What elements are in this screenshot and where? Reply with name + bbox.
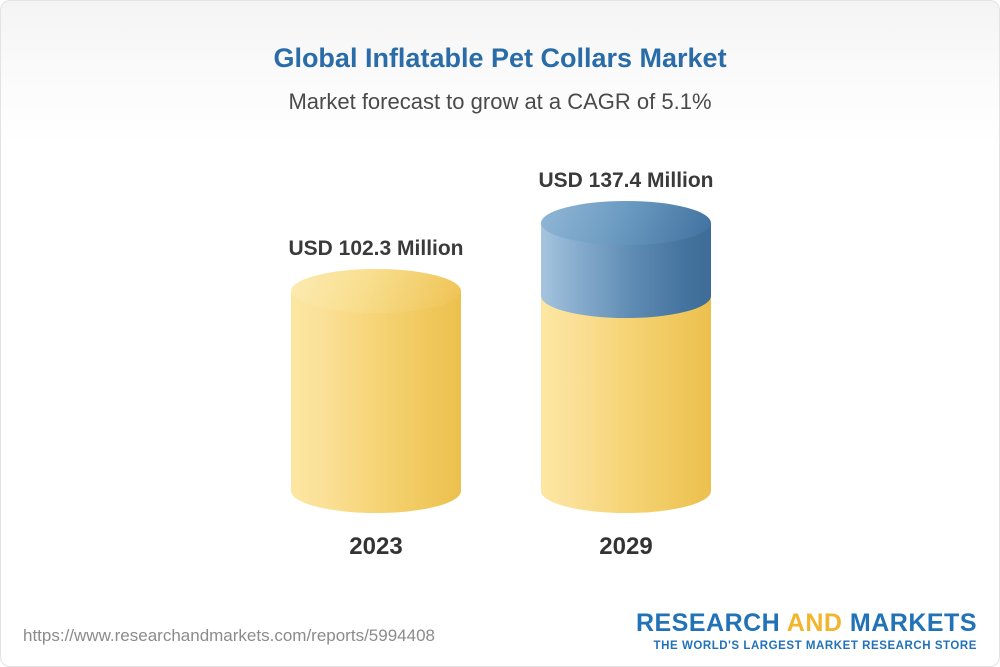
bar-2029	[541, 201, 711, 513]
bar-2029-top-ellipse	[541, 201, 711, 245]
report-url: https://www.researchandmarkets.com/repor…	[23, 626, 435, 645]
bar-2029-base-segment	[541, 296, 711, 513]
logo-word-research: RESEARCH	[635, 608, 781, 637]
bar-2023-top-ellipse	[291, 269, 461, 313]
logo-tagline: THE WORLD'S LARGEST MARKET RESEARCH STOR…	[653, 640, 977, 652]
research-and-markets-logo: RESEARCH AND MARKETS THE WORLD'S LARGEST…	[636, 610, 977, 652]
bar-2023	[291, 269, 461, 513]
chart-subtitle: Market forecast to grow at a CAGR of 5.1…	[288, 89, 712, 114]
logo-word-and: AND	[786, 608, 843, 637]
value-label-2029: USD 137.4 Million	[538, 169, 714, 192]
chart-title: Global Inflatable Pet Collars Market	[273, 43, 727, 73]
value-label-2023: USD 102.3 Million	[288, 237, 464, 260]
bar-2023-body	[291, 291, 461, 513]
category-label-2023: 2023	[349, 533, 403, 560]
logo-word-markets: MARKETS	[849, 608, 977, 637]
logo-wordmark: RESEARCH AND MARKETS	[636, 610, 977, 636]
category-label-2029: 2029	[599, 533, 653, 560]
